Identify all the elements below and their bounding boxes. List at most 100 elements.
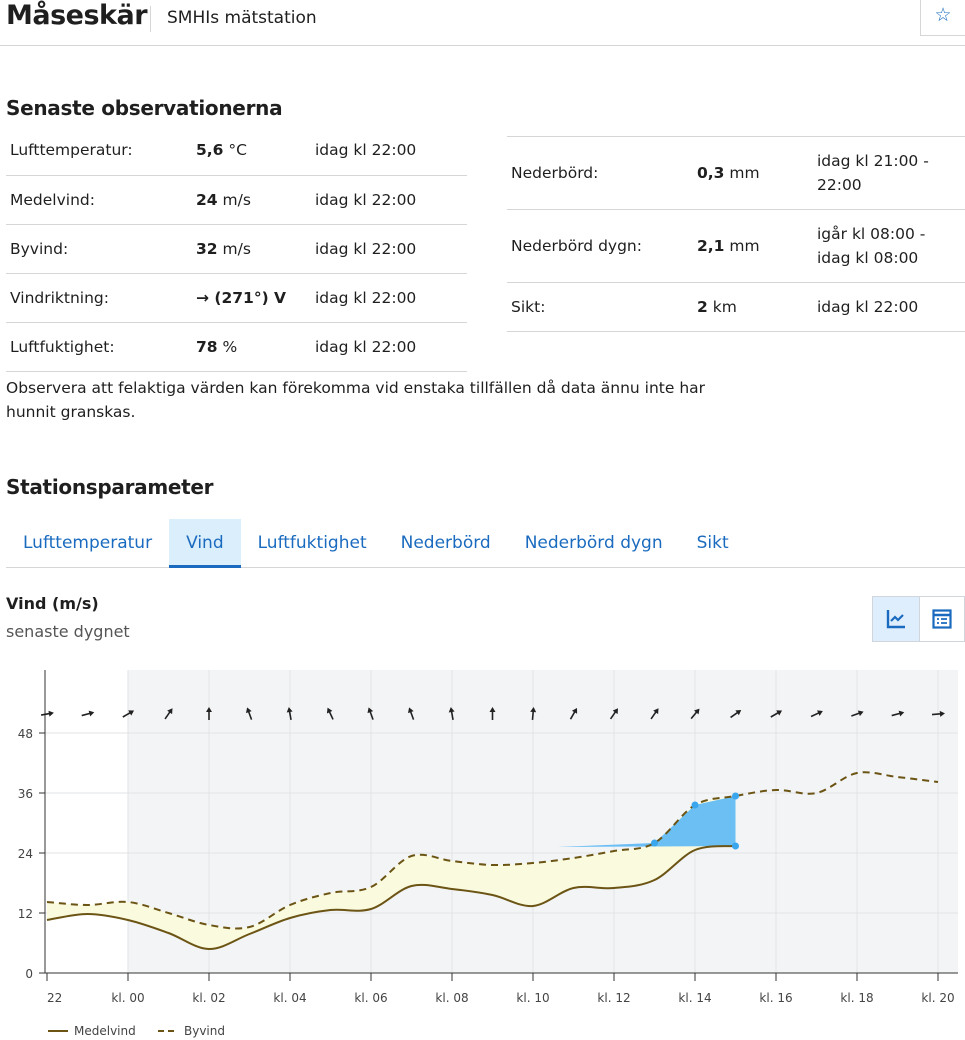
observation-value-cell: 78 % [192,322,311,372]
observation-time: idag kl 21:00 - 22:00 [813,136,965,210]
legend-medelvind[interactable]: Medelvind [74,1024,136,1038]
x-tick-label: kl. 00 [111,991,144,1005]
tab-lufttemperatur[interactable]: Lufttemperatur [23,533,153,553]
parameter-tabs: Lufttemperatur Vind Luftfuktighet Nederbörd… [6,519,965,568]
wind-direction-arrow [770,710,783,718]
chart-subtitle: senaste dygnet [6,622,130,641]
observation-label: Lufttemperatur: [6,126,192,176]
y-tick-label: 48 [18,727,33,741]
chart-legend: Medelvind Byvind [48,1024,225,1038]
observation-time: idag kl 22:00 [311,175,467,225]
wind-direction-arrow [326,707,334,720]
wind-direction-arrow [810,710,823,718]
wind-direction-arrow [690,708,700,720]
wind-direction-arrow [448,707,455,721]
observation-unit: m/s [217,190,251,209]
highlight-point[interactable] [732,792,739,800]
station-subtitle: SMHIs mätstation [167,8,317,28]
line-chart-icon [886,610,905,629]
observation-label: Medelvind: [6,175,192,225]
observation-value-cell: 5,6 °C [192,126,311,176]
observations-heading: Senaste observationerna [6,96,283,120]
observations-table-right: Nederbörd: 0,3 mm idag kl 21:00 - 22:00 Ned… [507,136,965,332]
observation-time: idag kl 22:00 [311,224,467,274]
tab-nederbörd-dygn[interactable]: Nederbörd dygn [524,533,663,553]
favorite-button[interactable]: ☆ [920,0,965,36]
x-tick-label: kl. 16 [759,991,792,1005]
observation-value-cell: 24 m/s [192,175,311,225]
wind-direction-arrow [891,710,905,717]
observation-value: 2 [697,298,708,316]
station-parameters-heading: Stationsparameter [6,475,214,499]
x-tick-label: kl. 10 [516,991,549,1005]
observation-row: Nederbörd dygn: 2,1 mm igår kl 08:00 - ida… [507,209,965,283]
x-tick-label: kl. 18 [840,991,873,1005]
observation-label: Sikt: [507,282,693,332]
wind-direction-arrow [367,707,374,720]
observation-time: idag kl 22:00 [311,273,467,323]
x-tick-label: kl. 04 [273,991,306,1005]
y-tick-label: 36 [18,787,33,801]
y-tick-label: 24 [18,847,33,861]
wind-direction-arrow [851,710,864,717]
highlight-area [557,796,736,847]
table-view-button[interactable] [919,596,965,642]
observation-value-cell: 0,3 mm [693,136,813,210]
y-tick-label: 12 [18,907,33,921]
page-header: Måseskär SMHIs mätstation ☆ [0,0,965,46]
x-tick-label: kl. 02 [192,991,225,1005]
observation-value: 78 [196,337,218,356]
wind-direction-arrow [40,710,54,717]
wind-direction-arrow [530,707,537,721]
observation-label: Nederbörd: [507,136,693,210]
observation-unit: mm [724,164,760,182]
observation-value-cell: → (271°) V [192,273,311,323]
observation-row: Sikt: 2 km idag kl 22:00 [507,282,965,332]
observation-row: Medelvind: 24 m/s idag kl 22:00 [6,175,467,225]
observation-unit: °C [223,141,247,160]
wind-direction-arrow [489,707,496,720]
observation-row: Vindriktning: → (271°) V idag kl 22:00 [6,273,467,323]
wind-direction-arrow [407,707,415,720]
wind-chart: 0 12 24 36 48 22 kl. 00 kl. 02 kl. 04 kl. 06 kl. 0… [18,670,958,1038]
table-icon [931,609,952,629]
observation-label: Vindriktning: [6,273,192,323]
series-byvind [46,771,939,930]
observation-value-cell: 2,1 mm [693,209,813,283]
divider [150,6,151,32]
legend-byvind[interactable]: Byvind [184,1024,225,1038]
series-medelvind [46,845,736,951]
wind-direction-arrow [931,710,945,717]
tab-nederbörd[interactable]: Nederbörd [400,533,491,553]
observation-row: Lufttemperatur: 5,6 °C idag kl 22:00 [6,126,467,176]
wind-direction-arrow [569,707,578,720]
highlight-point[interactable] [732,842,739,850]
observation-value-cell: 2 km [693,282,813,332]
x-tick-label: kl. 12 [597,991,630,1005]
highlight-point[interactable] [651,839,658,847]
observation-value: 0,3 [697,164,725,182]
observation-value: 5,6 [196,141,224,160]
wind-direction-arrow [81,710,95,717]
observation-unit: mm [724,237,760,255]
observation-value: 2,1 [697,237,725,255]
wind-direction-arrow [286,707,293,721]
observation-time: idag kl 22:00 [813,282,965,332]
highlight-point[interactable] [691,801,699,809]
tab-vind[interactable]: Vind [169,519,241,568]
observation-value: 24 [196,190,218,209]
wind-direction-arrow [609,708,619,720]
x-tick-label: kl. 20 [921,991,954,1005]
observation-unit: % [217,337,238,356]
wind-direction-arrow [245,707,253,720]
chart-title: Vind (m/s) [6,594,99,613]
chart-view-button[interactable] [872,596,920,642]
wind-direction-arrow [164,708,173,720]
tab-sikt[interactable]: Sikt [696,533,729,553]
observation-time: idag kl 22:00 [311,126,467,176]
observation-row: Nederbörd: 0,3 mm idag kl 21:00 - 22:00 [507,136,965,210]
observation-value: → (271°) V [196,288,287,307]
tab-luftfuktighet[interactable]: Luftfuktighet [257,533,367,553]
x-tick-label: kl. 14 [678,991,711,1005]
x-tick-label: kl. 06 [354,991,387,1005]
